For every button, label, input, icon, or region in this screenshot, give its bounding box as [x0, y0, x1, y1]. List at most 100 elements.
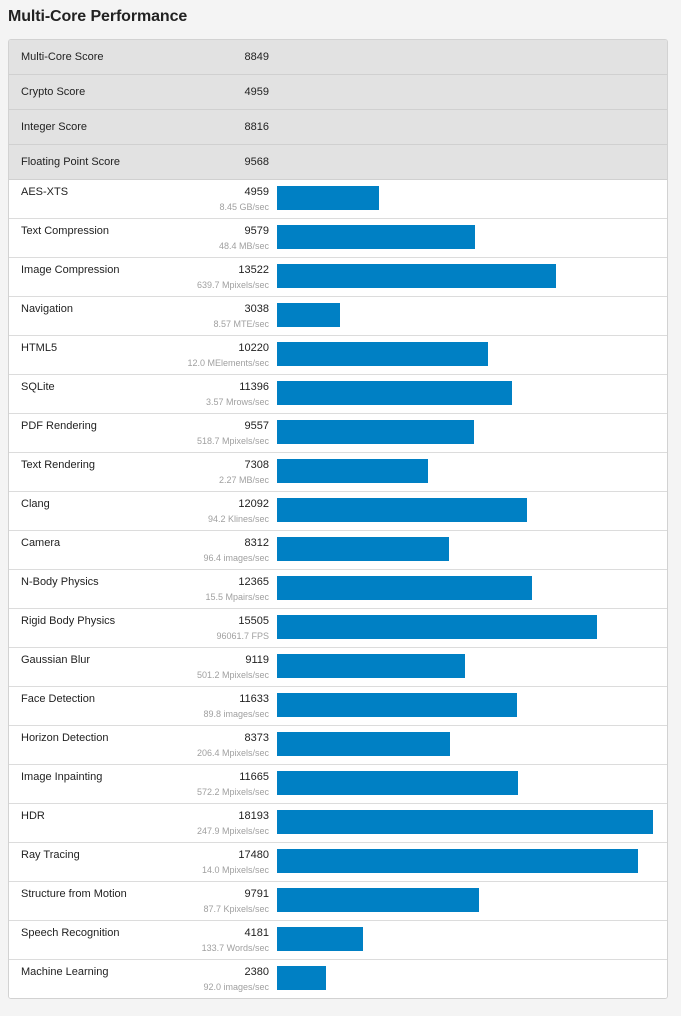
score-bar — [277, 342, 488, 366]
benchmark-throughput: 518.7 Mpixels/sec — [196, 436, 269, 446]
score-bar-track — [277, 537, 659, 561]
benchmark-throughput: 3.57 Mrows/sec — [205, 397, 269, 407]
benchmark-throughput: 8.45 GB/sec — [219, 202, 269, 212]
summary-score-value: 9568 — [244, 156, 269, 168]
score-bar-track — [277, 849, 659, 873]
benchmark-score: 12365 — [238, 576, 269, 588]
score-bar — [277, 264, 556, 288]
benchmark-score: 15505 — [238, 615, 269, 627]
benchmark-row: Structure from Motion 9791 87.7 Kpixels/se… — [9, 882, 667, 921]
score-bar-track — [277, 420, 659, 444]
score-bar-track — [277, 654, 659, 678]
benchmark-name: Speech Recognition — [21, 927, 120, 939]
benchmark-row: Ray Tracing 17480 14.0 Mpixels/sec — [9, 843, 667, 882]
benchmark-name: Clang — [21, 498, 50, 510]
summary-score-row: Integer Score 8816 — [9, 110, 667, 145]
benchmark-score: 13522 — [238, 264, 269, 276]
summary-score-value: 4959 — [244, 86, 269, 98]
benchmark-throughput: 206.4 Mpixels/sec — [196, 748, 269, 758]
benchmark-row: Camera 8312 96.4 images/sec — [9, 531, 667, 570]
benchmark-row: Navigation 3038 8.57 MTE/sec — [9, 297, 667, 336]
score-bar — [277, 576, 532, 600]
benchmark-score: 9119 — [245, 654, 269, 666]
score-bar — [277, 771, 518, 795]
benchmark-throughput: 8.57 MTE/sec — [213, 319, 269, 329]
benchmark-row: Image Compression 13522 639.7 Mpixels/sec — [9, 258, 667, 297]
benchmark-name: Face Detection — [21, 693, 95, 705]
benchmark-name: Horizon Detection — [21, 732, 109, 744]
benchmark-name: Ray Tracing — [21, 849, 80, 861]
benchmark-score: 18193 — [238, 810, 269, 822]
benchmark-row: Rigid Body Physics 15505 96061.7 FPS — [9, 609, 667, 648]
score-bar — [277, 225, 475, 249]
benchmark-name: Image Inpainting — [21, 771, 103, 783]
benchmark-score: 17480 — [238, 849, 269, 861]
benchmark-score: 11396 — [239, 381, 269, 393]
benchmark-throughput: 639.7 Mpixels/sec — [196, 280, 269, 290]
score-bar — [277, 654, 465, 678]
benchmark-row: Image Inpainting 11665 572.2 Mpixels/sec — [9, 765, 667, 804]
score-bar-track — [277, 342, 659, 366]
benchmark-name: SQLite — [21, 381, 55, 393]
summary-score-label: Crypto Score — [21, 86, 86, 98]
benchmark-name: Camera — [21, 537, 61, 549]
benchmark-score: 8373 — [244, 732, 269, 744]
benchmark-row: PDF Rendering 9557 518.7 Mpixels/sec — [9, 414, 667, 453]
benchmark-score: 12092 — [238, 498, 269, 510]
benchmark-score: 2380 — [244, 966, 269, 978]
score-bar — [277, 927, 363, 951]
summary-score-row: Multi-Core Score 8849 — [9, 40, 667, 75]
score-bar — [277, 537, 449, 561]
score-bar-track — [277, 771, 659, 795]
benchmark-name: Text Rendering — [21, 459, 95, 471]
benchmark-row: Text Compression 9579 48.4 MB/sec — [9, 219, 667, 258]
benchmark-row: SQLite 11396 3.57 Mrows/sec — [9, 375, 667, 414]
score-bar — [277, 186, 379, 210]
score-bar — [277, 381, 512, 405]
benchmark-throughput: 2.27 MB/sec — [218, 475, 269, 485]
score-bar — [277, 303, 340, 327]
benchmark-throughput: 92.0 images/sec — [203, 982, 269, 992]
score-bar — [277, 498, 527, 522]
score-bar — [277, 849, 638, 873]
score-bar-track — [277, 615, 659, 639]
score-bar — [277, 615, 597, 639]
summary-score-row: Crypto Score 4959 — [9, 75, 667, 110]
score-bar-track — [277, 966, 659, 990]
benchmark-name: Gaussian Blur — [21, 654, 91, 666]
benchmark-score: 11665 — [239, 771, 269, 783]
score-bar-track — [277, 810, 659, 834]
benchmark-throughput: 48.4 MB/sec — [218, 241, 269, 251]
benchmark-score: 10220 — [238, 342, 269, 354]
benchmark-row: HDR 18193 247.9 Mpixels/sec — [9, 804, 667, 843]
benchmark-throughput: 96061.7 FPS — [216, 631, 269, 641]
score-bar-track — [277, 459, 659, 483]
benchmark-throughput: 15.5 Mpairs/sec — [205, 592, 269, 602]
benchmark-row: Horizon Detection 8373 206.4 Mpixels/sec — [9, 726, 667, 765]
score-bar — [277, 888, 479, 912]
score-bar-track — [277, 186, 659, 210]
benchmark-throughput: 12.0 MElements/sec — [187, 358, 269, 368]
results-panel: Multi-Core Score 8849 Crypto Score 4959 Inte… — [8, 39, 668, 999]
benchmark-row: Face Detection 11633 89.8 images/sec — [9, 687, 667, 726]
benchmark-name: Navigation — [21, 303, 73, 315]
benchmark-name: HDR — [21, 810, 45, 822]
score-bar — [277, 693, 517, 717]
benchmark-name: Structure from Motion — [21, 888, 127, 900]
benchmark-throughput: 87.7 Kpixels/sec — [203, 904, 269, 914]
benchmark-row: N-Body Physics 12365 15.5 Mpairs/sec — [9, 570, 667, 609]
summary-score-value: 8816 — [244, 121, 269, 133]
benchmark-throughput: 501.2 Mpixels/sec — [196, 670, 269, 680]
score-bar — [277, 810, 653, 834]
benchmark-score: 8312 — [244, 537, 269, 549]
benchmark-throughput: 94.2 Klines/sec — [207, 514, 269, 524]
benchmark-score: 9791 — [244, 888, 269, 900]
benchmark-row: Gaussian Blur 9119 501.2 Mpixels/sec — [9, 648, 667, 687]
benchmark-row: AES-XTS 4959 8.45 GB/sec — [9, 180, 667, 219]
score-bar-track — [277, 927, 659, 951]
benchmark-throughput: 89.8 images/sec — [203, 709, 269, 719]
benchmark-row: Speech Recognition 4181 133.7 Words/sec — [9, 921, 667, 960]
benchmark-throughput: 14.0 Mpixels/sec — [201, 865, 269, 875]
benchmark-throughput: 247.9 Mpixels/sec — [196, 826, 269, 836]
benchmark-name: Image Compression — [21, 264, 120, 276]
